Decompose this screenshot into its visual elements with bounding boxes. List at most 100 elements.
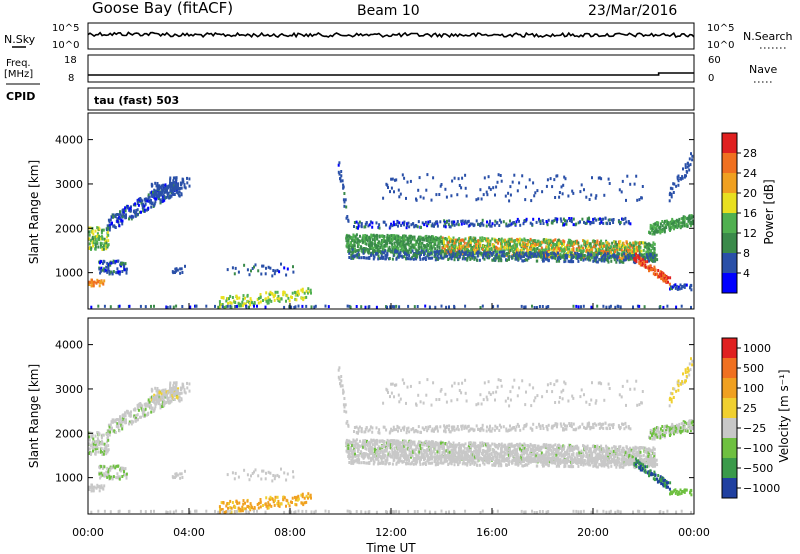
- colorbar-tick-label: 16: [743, 207, 757, 220]
- power-cell: [409, 248, 412, 252]
- power-cell: [350, 254, 353, 257]
- power-cell: [165, 305, 168, 309]
- power-cell: [543, 238, 546, 242]
- power-cell: [107, 233, 110, 237]
- power-cell: [533, 239, 536, 243]
- power-cell: [364, 234, 367, 237]
- power-cell: [614, 243, 617, 247]
- power-cell: [510, 238, 513, 242]
- power-cell: [680, 286, 683, 290]
- power-cell: [557, 242, 560, 246]
- power-cell: [640, 196, 643, 200]
- power-cell: [421, 241, 424, 245]
- power-cell: [434, 220, 437, 224]
- power-cell: [683, 283, 686, 287]
- power-cell: [575, 222, 578, 226]
- power-cell: [102, 282, 105, 286]
- power-cell: [386, 305, 388, 309]
- power-cell: [690, 305, 692, 309]
- power-cell: [656, 223, 659, 227]
- power-cell: [458, 237, 461, 241]
- power-cell: [405, 226, 408, 230]
- velocity-cell: [341, 384, 344, 388]
- power-cell: [432, 244, 435, 248]
- power-cell: [586, 239, 589, 243]
- power-cell: [575, 254, 578, 258]
- velocity-cell: [274, 498, 277, 502]
- power-cell: [566, 219, 569, 223]
- power-cell: [583, 256, 586, 260]
- velocity-cell: [636, 509, 639, 513]
- power-cell: [256, 304, 258, 308]
- power-cell: [435, 193, 438, 197]
- power-cell: [380, 243, 383, 247]
- power-cell: [552, 239, 555, 243]
- power-cell: [563, 242, 565, 246]
- power-cell: [386, 242, 388, 245]
- power-cell: [435, 238, 438, 242]
- velocity-cell: [96, 437, 99, 441]
- power-cell: [479, 306, 482, 309]
- power-cell: [662, 272, 665, 276]
- power-cell: [507, 243, 510, 247]
- power-cell: [514, 255, 517, 259]
- power-cell: [143, 204, 146, 208]
- power-cell: [658, 274, 661, 278]
- power-cell: [630, 254, 633, 258]
- power-cell: [103, 267, 106, 271]
- power-cell: [357, 239, 360, 242]
- power-cell: [222, 296, 225, 300]
- power-cell: [276, 290, 279, 294]
- velocity-cell: [123, 419, 126, 423]
- power-cell: [602, 217, 605, 221]
- power-cell: [174, 186, 177, 190]
- power-cell: [214, 304, 216, 308]
- power-cell: [507, 239, 510, 243]
- y-tick-label: 1000: [55, 267, 83, 280]
- power-cell: [624, 216, 627, 220]
- power-cell: [684, 163, 687, 167]
- power-cell: [635, 252, 637, 256]
- velocity-cell: [124, 414, 127, 418]
- power-cell: [572, 260, 575, 264]
- power-cell: [682, 215, 685, 219]
- power-cell: [605, 243, 608, 247]
- velocity-cell: [225, 510, 228, 514]
- power-cell: [103, 304, 106, 308]
- power-cell: [540, 255, 542, 259]
- power-cell: [466, 251, 469, 255]
- power-cell: [628, 248, 631, 252]
- power-cell: [584, 240, 586, 244]
- power-cell: [119, 216, 122, 220]
- velocity-cell: [116, 472, 119, 476]
- power-cell: [184, 186, 187, 190]
- power-cell: [545, 239, 548, 243]
- power-cell: [175, 304, 178, 308]
- velocity-cell: [303, 501, 306, 505]
- velocity-cell: [265, 471, 267, 475]
- power-cell: [358, 239, 361, 243]
- velocity-cell: [238, 501, 241, 505]
- power-cell: [445, 237, 448, 241]
- power-cell: [592, 221, 595, 225]
- power-cell: [419, 239, 422, 242]
- power-cell: [453, 220, 456, 224]
- power-cell: [338, 172, 341, 176]
- velocity-cell: [115, 464, 118, 468]
- power-cell: [675, 184, 678, 188]
- velocity-cell: [393, 510, 396, 514]
- power-cell: [570, 260, 573, 264]
- power-cell: [410, 250, 412, 254]
- power-cell: [88, 280, 91, 284]
- velocity-cell: [120, 419, 123, 423]
- power-cell: [123, 214, 126, 218]
- power-cell: [427, 253, 430, 257]
- power-cell: [285, 273, 288, 277]
- power-cell: [429, 238, 432, 242]
- power-cell: [155, 184, 158, 188]
- velocity-cell: [94, 434, 97, 438]
- power-cell: [230, 305, 233, 309]
- power-cell: [239, 302, 242, 306]
- power-cell: [488, 248, 491, 251]
- velocity-cell: [180, 391, 183, 395]
